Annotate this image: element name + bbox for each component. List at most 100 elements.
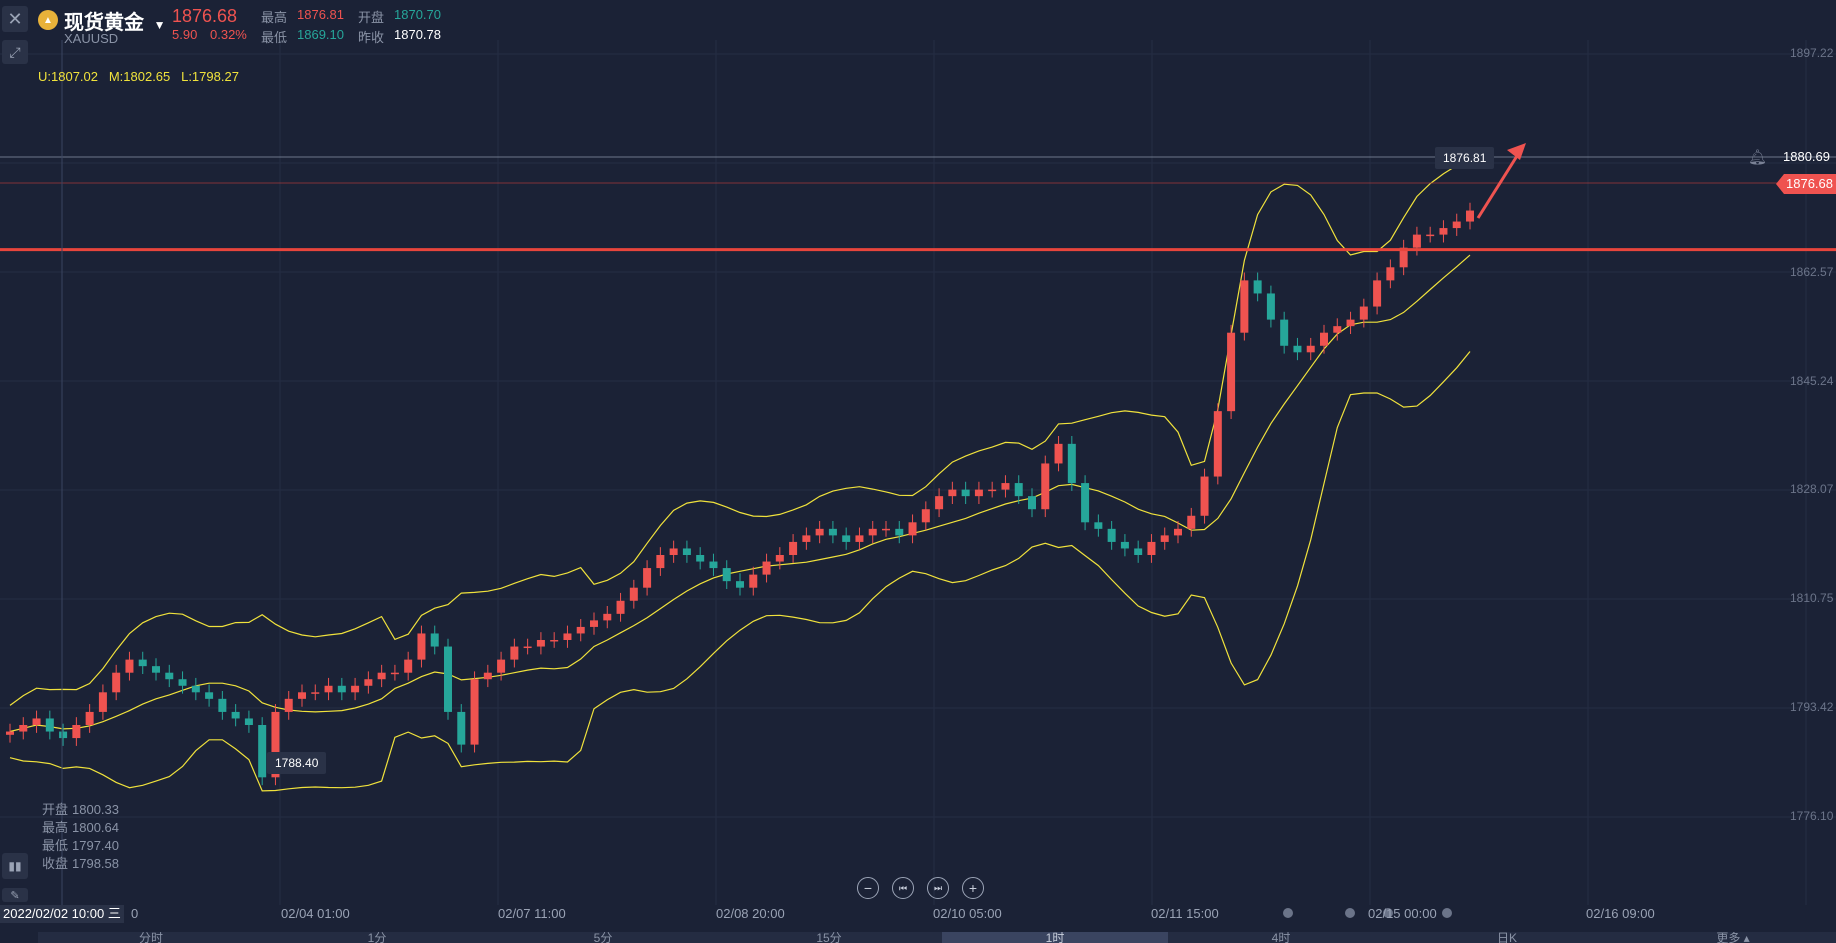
candle-body <box>1333 326 1342 333</box>
candle-body <box>1412 234 1421 248</box>
ohlc-low-value: 1797.40 <box>72 838 120 853</box>
candle-body <box>1014 483 1023 497</box>
candle-body <box>882 528 890 531</box>
bell-icon[interactable]: 🔔︎ <box>1748 149 1768 166</box>
tab-timeshare[interactable]: 分时 <box>138 932 163 943</box>
timeframe-tabs: 分时 1分 5分 15分 1时 4时 日K 更多 ▴ <box>38 932 1836 943</box>
instrument-title[interactable]: 现货黄金 ▼ <box>64 6 165 35</box>
timeline-marker <box>1442 908 1452 918</box>
zoom-out-button[interactable]: − <box>857 877 879 899</box>
candle-body <box>45 718 54 732</box>
timeline-marker <box>1283 908 1293 918</box>
candle-body <box>19 725 28 732</box>
candle-body <box>1466 210 1474 222</box>
close-button[interactable]: ✕ <box>2 6 28 32</box>
y-tick: 1810.75 <box>1790 591 1834 605</box>
gold-bars-icon: ▲ <box>43 14 53 26</box>
candle-body <box>536 640 545 647</box>
candle-body <box>430 633 439 647</box>
candle-body <box>98 692 107 712</box>
candle-body <box>736 581 744 588</box>
candle-body <box>470 679 479 745</box>
caret-down-icon[interactable]: ▼ <box>153 18 166 32</box>
draw-tool-button[interactable]: ⤢ <box>2 40 28 64</box>
draw-pen-button[interactable]: ✎ <box>2 888 28 902</box>
instrument-name: 现货黄金 <box>64 12 144 34</box>
candle-body <box>590 620 598 627</box>
open-value: 1870.70 <box>394 7 441 22</box>
candle-body <box>351 685 360 693</box>
price-change: 5.90 <box>172 27 198 42</box>
candle-body <box>1187 515 1196 529</box>
candle-body <box>1147 541 1156 555</box>
tab-15min[interactable]: 15分 <box>816 932 842 943</box>
candle-body <box>1293 345 1302 353</box>
y-tick: 1793.42 <box>1790 700 1834 714</box>
candle-body <box>1200 476 1209 516</box>
candle-body <box>218 698 227 712</box>
gold-logo: ▲ <box>38 10 58 30</box>
ohlc-close-value: 1798.58 <box>72 856 120 871</box>
tab-4hour[interactable]: 4时 <box>1271 932 1291 943</box>
candle-body <box>908 522 917 536</box>
current-price-tag <box>1776 174 1836 194</box>
candle-body <box>815 528 824 536</box>
candle-body <box>32 718 41 725</box>
tab-more[interactable]: 更多 ▴ <box>1716 932 1750 943</box>
y-tick: 1897.22 <box>1790 46 1834 60</box>
ohlc-close: 收盘 1798.58 <box>42 853 119 872</box>
candle-body <box>1452 221 1461 229</box>
alert-line-price: 1880.69 <box>1783 149 1830 164</box>
x-tick: 02/07 11:00 <box>498 906 566 921</box>
bollinger-upper-line <box>9 158 1471 706</box>
candle-body <box>921 509 930 523</box>
candle-body <box>205 692 214 699</box>
tab-1hour[interactable]: 1时 <box>942 932 1168 943</box>
tab-daily[interactable]: 日K <box>1496 932 1517 943</box>
candle-body <box>1134 548 1143 555</box>
candle-body <box>1280 319 1289 346</box>
min-price-callout: 1788.40 <box>267 752 327 774</box>
candle-body <box>138 659 147 667</box>
candle-body <box>895 528 904 536</box>
breakout-arrow-head <box>1507 143 1526 160</box>
last-price: 1876.68 <box>172 6 238 26</box>
zoom-in-button[interactable]: + <box>962 877 984 899</box>
candle-body <box>974 489 983 497</box>
y-tick: 1862.57 <box>1790 265 1834 279</box>
candle-body <box>828 528 837 536</box>
jump-end-button[interactable]: ⏭ <box>927 877 949 899</box>
candle-body <box>616 600 625 614</box>
x-tick: 02/11 15:00 <box>1151 906 1219 921</box>
low-value: 1869.10 <box>297 27 344 42</box>
tab-5min[interactable]: 5分 <box>593 932 613 943</box>
candle-body <box>935 496 944 510</box>
candle-body <box>1120 541 1129 549</box>
candle-body <box>643 568 652 588</box>
jump-start-button[interactable]: ⏮ <box>892 877 914 899</box>
candle-body <box>550 640 559 642</box>
candle-body <box>377 672 386 680</box>
candle-body <box>1373 280 1382 307</box>
candle-body <box>1359 306 1368 320</box>
candle-body <box>165 672 174 680</box>
bollinger-readout: U:1807.02 M:1802.65 L:1798.27 <box>38 69 239 84</box>
draw-tool-icon: ⤢ <box>9 43 21 60</box>
candle-body <box>1213 411 1222 477</box>
prev-close-value: 1870.78 <box>394 27 441 42</box>
candle-body <box>988 489 997 492</box>
x-tick: 02/15 00:00 <box>1368 906 1437 921</box>
indicator-toggle-button[interactable]: ▮▮ <box>2 853 28 879</box>
candle-body <box>1067 443 1076 484</box>
candle-body <box>457 711 466 745</box>
open-label: 开盘 <box>358 10 385 25</box>
bollinger-mid-line <box>9 254 1471 733</box>
prev-close-label: 昨收 <box>358 30 385 45</box>
candle-body <box>1107 528 1116 542</box>
bollinger-lower-line <box>9 351 1471 792</box>
candle-body <box>390 672 399 675</box>
tab-1min[interactable]: 1分 <box>367 932 387 943</box>
candle-body <box>271 711 280 778</box>
